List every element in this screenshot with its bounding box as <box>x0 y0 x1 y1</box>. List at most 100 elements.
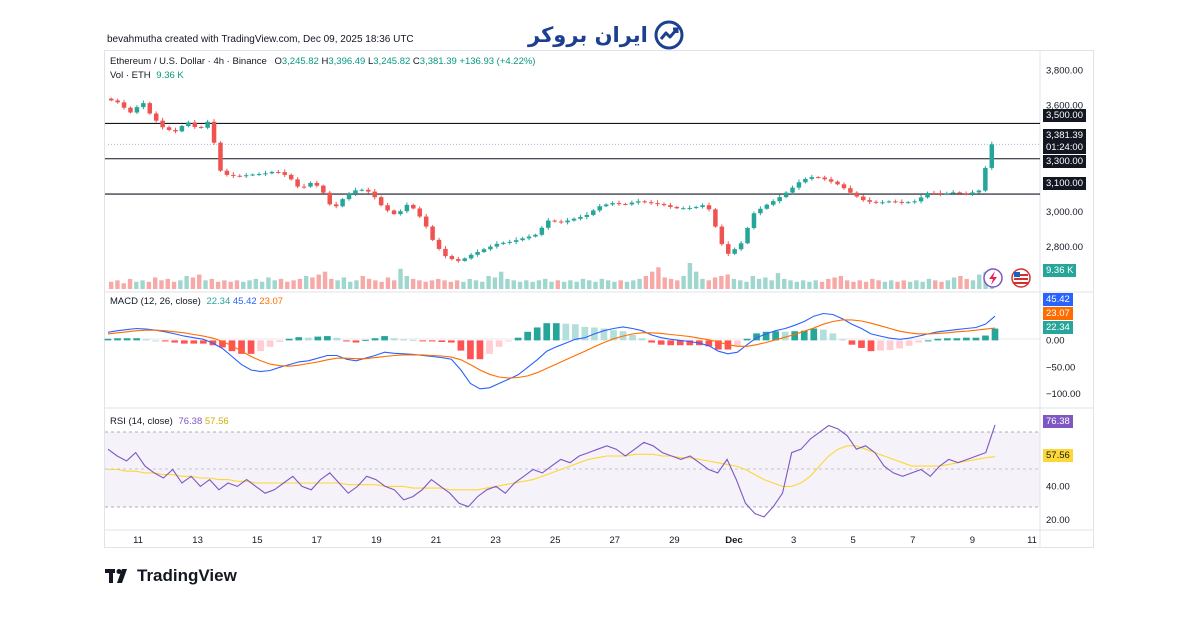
candle-body <box>108 98 114 101</box>
volume-bar <box>234 280 240 289</box>
candle-body <box>546 220 551 228</box>
volume-bar <box>436 278 441 289</box>
candle-body <box>642 201 647 203</box>
candle-body <box>391 210 397 215</box>
us-flag-icon <box>1011 268 1031 288</box>
volume-bar <box>127 278 133 289</box>
volume-bar <box>895 281 900 289</box>
volume-bar <box>291 280 296 289</box>
brand-name: ایران بروکر <box>528 23 648 47</box>
macd-histogram-bar <box>219 340 226 348</box>
candle-body <box>160 120 165 128</box>
volume-bar <box>310 277 315 289</box>
volume-bar <box>480 281 485 289</box>
candle-body <box>179 126 185 132</box>
volume-bar <box>574 281 579 289</box>
macd-histogram-bar <box>924 340 932 342</box>
macd-histogram-bar <box>200 340 207 344</box>
candle-body <box>250 174 255 176</box>
macd-histogram-bar <box>648 340 655 343</box>
volume-bar <box>832 277 837 289</box>
candle-body <box>475 251 480 255</box>
volume-bar <box>649 271 655 289</box>
candle-body <box>918 197 924 202</box>
candle-body <box>404 204 410 212</box>
volume-bar <box>511 280 516 289</box>
macd-histogram-bar <box>877 340 884 351</box>
symbol-label: Ethereum / U.S. Dollar · 4h · Binance <box>110 56 267 67</box>
volume-bar <box>159 280 164 289</box>
tradingview-logo-text: TradingView <box>137 566 237 585</box>
macd-histogram-bar <box>324 336 331 341</box>
time-axis-label: 13 <box>192 535 203 546</box>
candle-body <box>822 177 827 180</box>
candle-body <box>803 178 808 183</box>
macd-histogram-bar <box>915 340 923 343</box>
candle-body <box>346 193 352 200</box>
volume-bar <box>914 280 919 289</box>
time-axis-label: 27 <box>610 535 621 546</box>
candle-body <box>790 187 795 193</box>
main-legend: Ethereum / U.S. Dollar · 4h · Binance O3… <box>110 56 535 67</box>
volume-bar <box>876 280 881 289</box>
candle-body <box>828 179 834 182</box>
volume-bar <box>203 280 208 289</box>
macd-histogram-bar <box>486 340 493 354</box>
candle-body <box>976 190 982 193</box>
volume-bar <box>964 278 969 289</box>
candle-body <box>507 241 512 243</box>
volume-bar <box>838 276 844 289</box>
candle-body <box>571 218 577 221</box>
volume-bar <box>410 278 416 289</box>
low-label: L <box>367 56 374 67</box>
macd-histogram-bar <box>123 338 131 341</box>
candle-body <box>706 205 712 210</box>
volume-bar <box>530 281 535 289</box>
tradingview-logo[interactable]: TradingView <box>105 566 237 586</box>
macd-histogram-bar <box>333 337 341 341</box>
macd-histogram-bar <box>791 331 799 341</box>
macd-line <box>107 312 996 390</box>
volume-bar <box>498 271 504 289</box>
macd-histogram-bar <box>896 340 903 349</box>
macd-histogram-bar <box>381 336 388 341</box>
candle-body <box>912 201 917 203</box>
volume-bar <box>121 283 126 289</box>
chart-frame <box>104 50 1094 548</box>
rsi-pane <box>107 424 996 518</box>
macd-histogram-bar <box>238 340 245 354</box>
candle-body <box>205 121 210 128</box>
volume-bar <box>851 281 856 289</box>
candle-body <box>121 102 127 108</box>
macd-histogram-bar <box>562 323 570 341</box>
volume-bar <box>385 277 391 289</box>
macd-histogram-bar <box>457 340 465 351</box>
candle-body <box>134 107 140 113</box>
candle-body <box>462 258 467 261</box>
flash-icon[interactable] <box>983 268 1003 288</box>
volume-bar <box>945 280 951 289</box>
tradingview-mark-icon <box>105 569 127 583</box>
macd-histogram-bar <box>943 338 951 341</box>
last-price-tag: 3,381.39 <box>1043 129 1086 142</box>
candle-body <box>340 199 345 207</box>
volume-bar <box>706 280 711 289</box>
volume-bar <box>115 280 120 289</box>
time-axis-label: 5 <box>851 535 856 546</box>
time-axis-label: 9 <box>970 535 975 546</box>
macd-histogram-bar <box>362 339 369 341</box>
attribution-text: bevahmutha created with TradingView.com,… <box>107 34 414 45</box>
volume-bar <box>587 280 592 289</box>
volume-bar <box>253 278 259 289</box>
macd-histogram-bar <box>686 340 694 346</box>
candle-body <box>648 202 654 204</box>
volume-bar <box>366 278 372 289</box>
macd-line-value: 45.42 <box>232 296 257 307</box>
candle-body <box>899 201 905 203</box>
volume-bar <box>863 281 869 289</box>
volume-bar <box>907 281 913 289</box>
macd-histogram-bar <box>781 331 789 341</box>
high-value: 3,396.49 <box>328 56 366 67</box>
candle-body <box>211 121 217 143</box>
